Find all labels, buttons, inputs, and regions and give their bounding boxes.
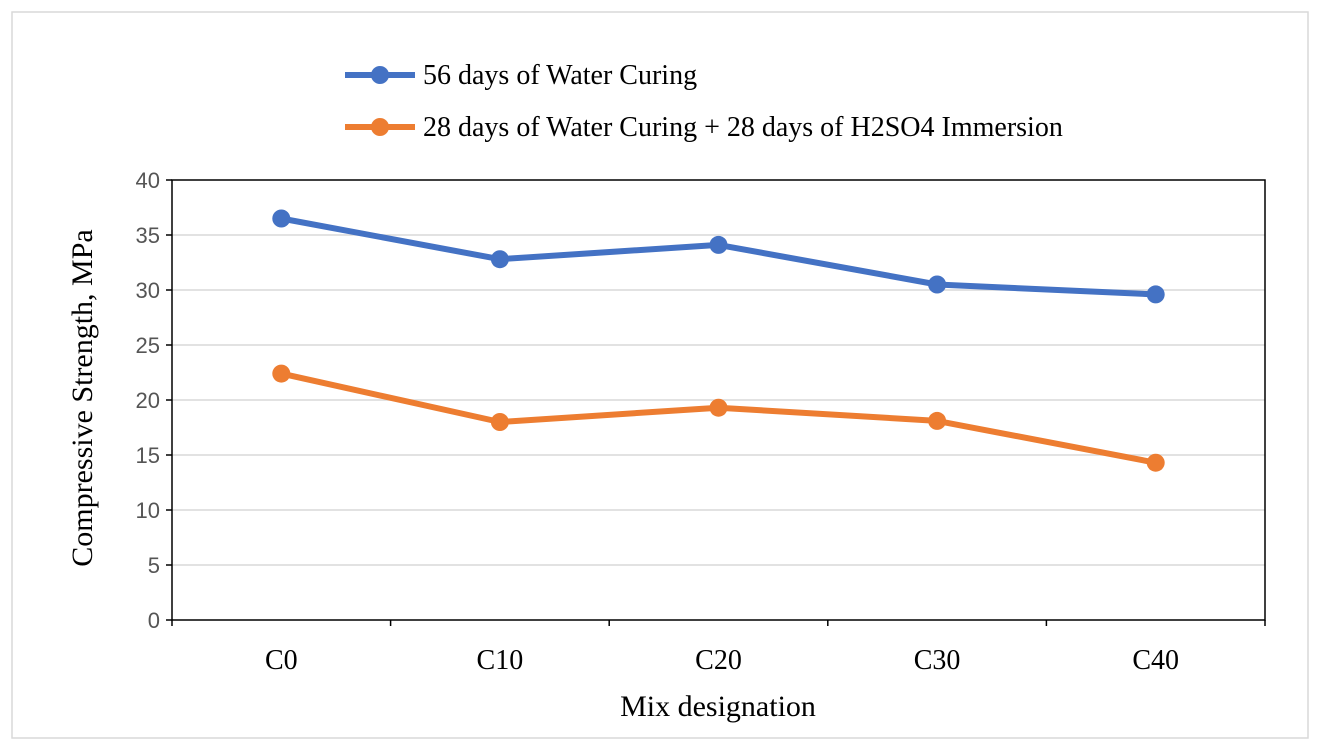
y-axis-title: Compressive Strength, MPa	[66, 229, 99, 567]
data-point[interactable]	[1146, 285, 1165, 304]
y-tick-label: 30	[136, 278, 160, 303]
y-tick-label: 0	[148, 608, 160, 633]
x-axis-title: Mix designation	[620, 690, 816, 723]
data-point[interactable]	[272, 364, 291, 383]
legend-swatch-marker-series-1	[371, 66, 389, 84]
x-axis-ticks: C0 C10 C20 C30 C40	[171, 620, 1266, 676]
y-tick-label: 20	[136, 388, 160, 413]
y-tick-label: 15	[136, 443, 160, 468]
data-point[interactable]	[709, 398, 728, 417]
data-point[interactable]	[490, 250, 509, 269]
data-point[interactable]	[709, 235, 728, 254]
y-tick-label: 5	[148, 553, 160, 578]
y-tick-label: 10	[136, 498, 160, 523]
legend-entry-series-2: 28 days of Water Curing + 28 days of H2S…	[345, 112, 1063, 143]
x-tick-label: C0	[265, 645, 298, 676]
data-point[interactable]	[272, 209, 291, 228]
x-tick-label: C40	[1132, 645, 1179, 676]
legend-label-series-1: 56 days of Water Curing	[423, 60, 697, 91]
legend-swatch-marker-series-2	[371, 118, 389, 136]
y-tick-label: 25	[136, 333, 160, 358]
legend-entry-series-1: 56 days of Water Curing	[345, 60, 697, 91]
series-1	[272, 209, 1165, 304]
y-tick-label: 35	[136, 223, 160, 248]
legend-label-series-2: 28 days of Water Curing + 28 days of H2S…	[423, 112, 1063, 143]
x-tick-label: C10	[477, 645, 524, 676]
x-tick-label: C20	[695, 645, 742, 676]
series-layer	[272, 209, 1165, 472]
legend: 56 days of Water Curing 28 days of Water…	[345, 60, 1063, 143]
y-axis-ticks: 0 5 10 15 20 25 30 35 40	[136, 168, 172, 633]
data-point[interactable]	[490, 413, 509, 431]
data-point[interactable]	[928, 411, 947, 430]
data-point[interactable]	[928, 275, 947, 294]
data-point[interactable]	[1146, 453, 1165, 472]
series-2	[272, 364, 1165, 472]
x-tick-label: C30	[914, 645, 961, 676]
chart-frame	[11, 11, 1309, 739]
y-tick-label: 40	[136, 168, 160, 193]
